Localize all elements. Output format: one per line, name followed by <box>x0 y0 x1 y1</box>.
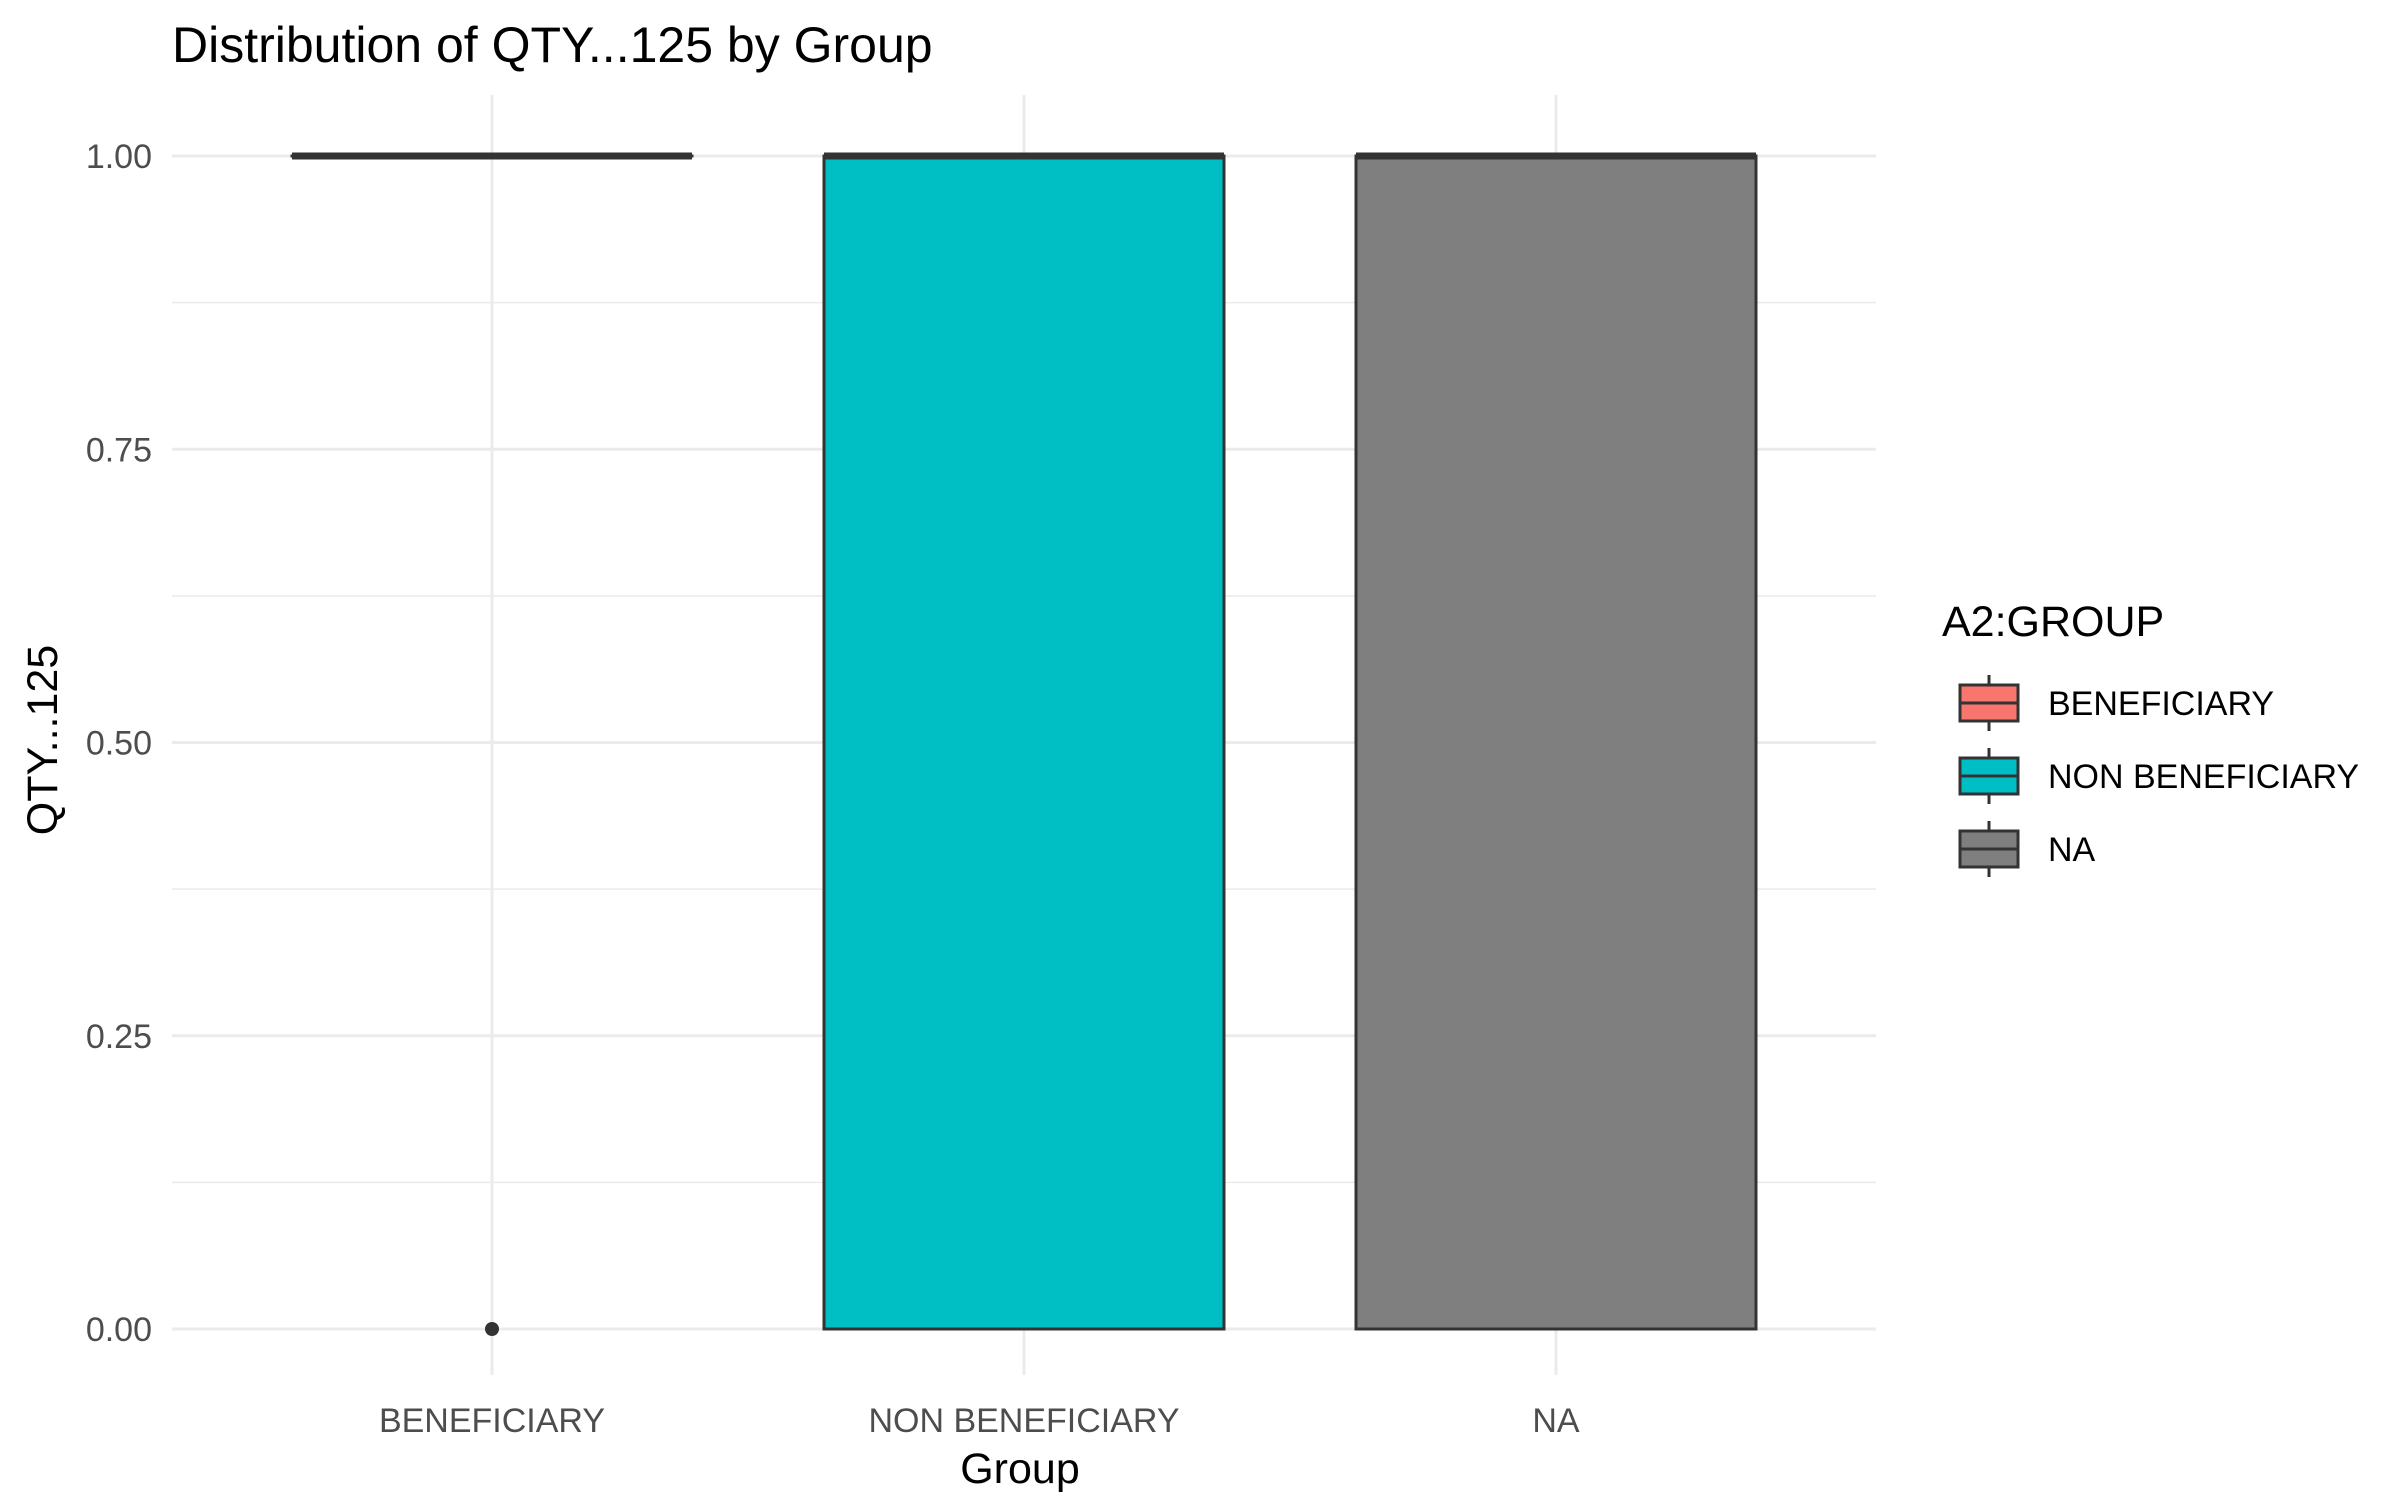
chart-title: Distribution of QTY...125 by Group <box>172 17 933 73</box>
box-na <box>1354 152 1758 1331</box>
y-tick-label: 0.25 <box>86 1018 152 1056</box>
y-axis-ticks: 0.00 0.25 0.50 0.75 1.00 <box>86 138 152 1349</box>
x-axis-ticks: BENEFICIARY NON BENEFICIARY NA <box>379 1402 1580 1440</box>
y-tick-label: 0.50 <box>86 725 152 763</box>
box-outlier-point <box>485 1322 499 1336</box>
x-tick-label: NON BENEFICIARY <box>868 1402 1179 1440</box>
legend-label: BENEFICIARY <box>2048 685 2274 723</box>
legend-item: NON BENEFICIARY <box>1958 748 2359 804</box>
y-axis-title: QTY...125 <box>19 645 67 835</box>
legend-item: BENEFICIARY <box>1958 675 2274 731</box>
x-tick-label: BENEFICIARY <box>379 1402 605 1440</box>
legend-item: NA <box>1958 821 2096 877</box>
box-body <box>822 154 1226 1331</box>
box-beneficiary <box>290 152 694 1336</box>
x-tick-label: NA <box>1532 1402 1580 1440</box>
box-body <box>1354 154 1758 1331</box>
y-tick-label: 0.75 <box>86 431 152 469</box>
y-tick-label: 0.00 <box>86 1311 152 1349</box>
legend-title: A2:GROUP <box>1942 598 2164 646</box>
plot-boxes <box>290 152 1758 1336</box>
x-axis-title: Group <box>960 1445 1080 1493</box>
y-tick-label: 1.00 <box>86 138 152 176</box>
legend-label: NA <box>2048 831 2096 869</box>
box-non-beneficiary <box>822 152 1226 1331</box>
legend: A2:GROUP BENEFICIARY NON BENEFICIARY NA <box>1942 598 2359 877</box>
legend-label: NON BENEFICIARY <box>2048 758 2359 796</box>
